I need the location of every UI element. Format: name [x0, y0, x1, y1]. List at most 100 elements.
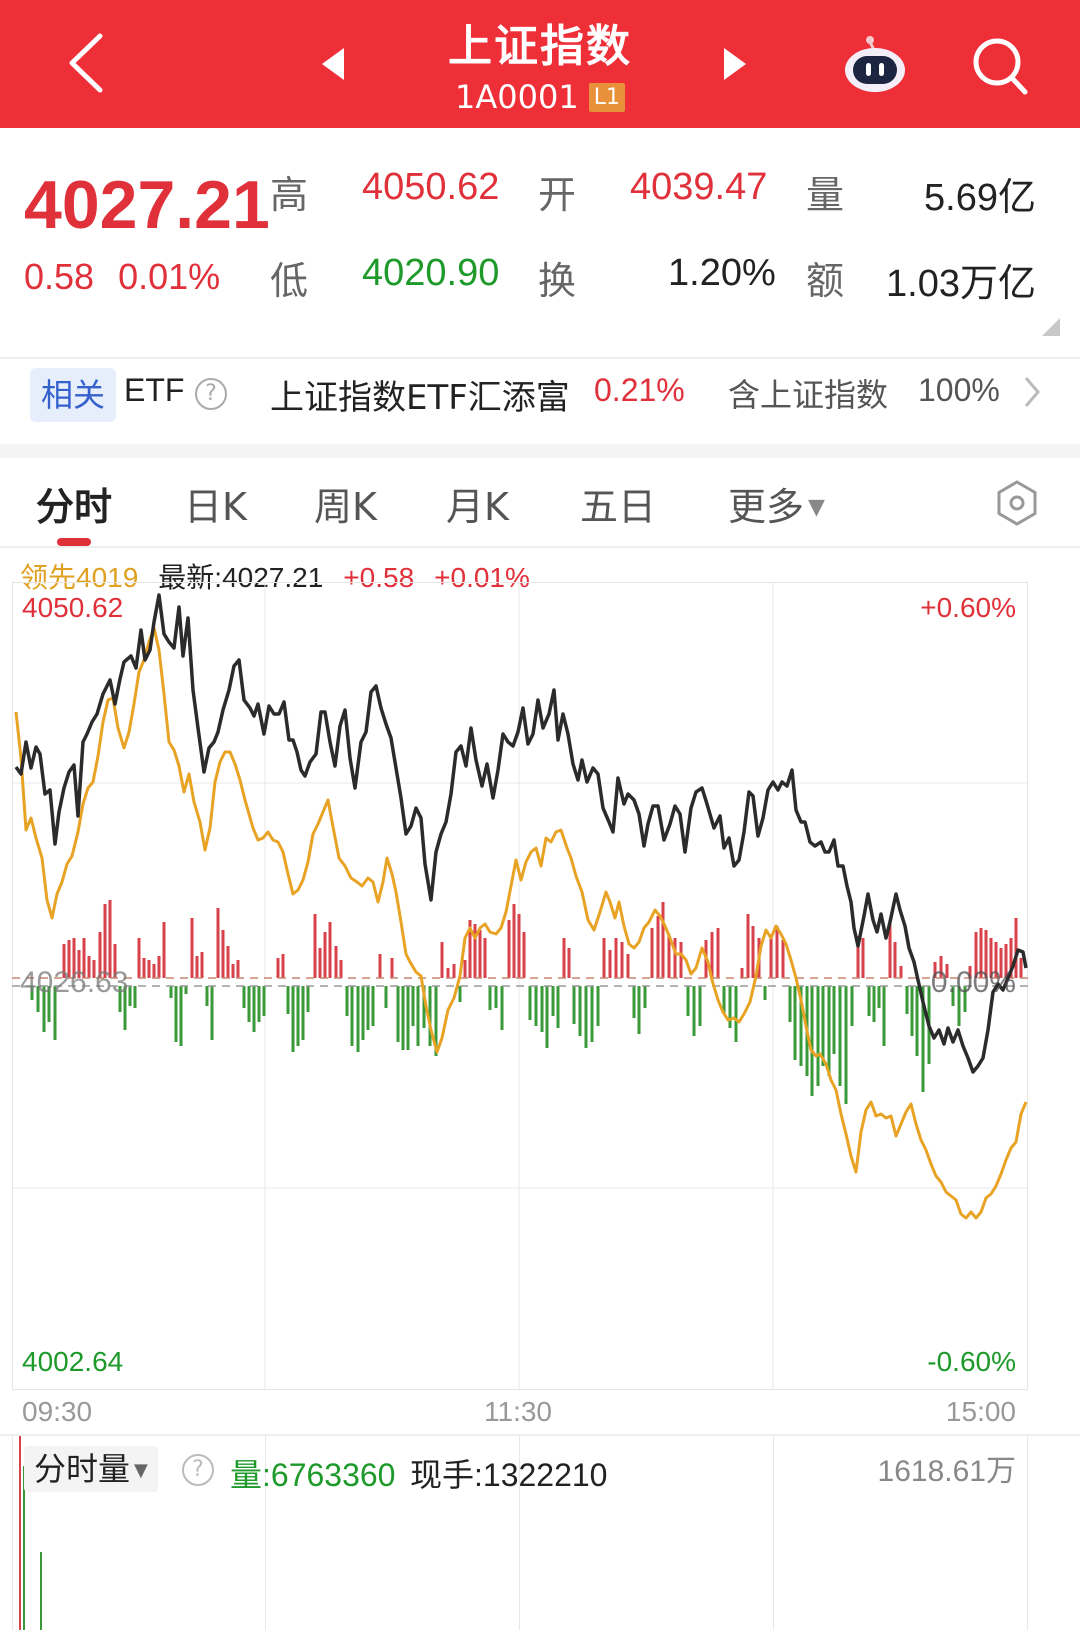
- down-bar: [169, 986, 173, 998]
- up-bar: [318, 948, 322, 978]
- time-tick-open: 09:30: [22, 1396, 93, 1427]
- up-bar: [200, 952, 204, 978]
- up-bar: [979, 928, 983, 978]
- up-bar: [562, 938, 566, 978]
- related-etf-row[interactable]: 相关 ETF ? 上证指数ETF汇添富 0.21% 含上证指数 100%: [0, 360, 1080, 444]
- volume-max-label: 1618.61万: [877, 1455, 1016, 1488]
- divider: [0, 357, 1080, 359]
- down-bar: [53, 986, 57, 1040]
- down-bar: [416, 986, 420, 1046]
- down-bar: [556, 986, 560, 1028]
- down-bar: [810, 986, 814, 1096]
- up-bar: [1014, 918, 1018, 978]
- grid-line: [1027, 1436, 1028, 1630]
- tab-weekly-k[interactable]: 周K: [314, 485, 377, 529]
- volume-indicator-selector[interactable]: 分时量 ▼: [24, 1446, 158, 1492]
- down-bar: [184, 986, 188, 994]
- down-bar: [793, 986, 797, 1060]
- chart-period-tabs: 分时 日K 周K 月K 五日 更多 ▼: [0, 458, 1080, 548]
- down-bar: [698, 986, 702, 1026]
- down-bar: [872, 986, 876, 1022]
- up-bar: [87, 956, 91, 978]
- up-bar: [740, 968, 744, 978]
- down-bar: [500, 986, 504, 1030]
- up-bar: [147, 960, 151, 978]
- price-change: 0.58 0.01%: [24, 256, 220, 298]
- down-bar: [133, 986, 137, 1008]
- up-bar: [190, 918, 194, 978]
- up-bar: [769, 934, 773, 978]
- down-bar: [877, 986, 881, 1008]
- up-bar: [92, 960, 96, 978]
- down-bar: [905, 986, 909, 1014]
- level-badge: L1: [588, 83, 625, 112]
- active-tab-indicator: [57, 538, 91, 546]
- tab-more-label: 更多: [728, 485, 805, 529]
- down-bar: [286, 986, 290, 1014]
- down-bar: [30, 986, 34, 1000]
- down-bar: [584, 986, 588, 1048]
- related-tag: 相关: [30, 368, 116, 422]
- down-bar: [210, 986, 214, 1040]
- tab-more[interactable]: 更多 ▼: [728, 476, 825, 531]
- back-arrow-icon[interactable]: [62, 32, 112, 94]
- chart-canvas: [12, 582, 1028, 1390]
- down-bar: [371, 986, 375, 1026]
- help-icon[interactable]: ?: [195, 378, 227, 410]
- up-bar: [328, 922, 332, 978]
- down-bar: [867, 986, 871, 1016]
- down-bar: [179, 986, 183, 1046]
- up-bar: [999, 948, 1003, 978]
- time-tick-close: 15:00: [945, 1396, 1016, 1427]
- grid-line: [519, 1436, 520, 1630]
- down-bar: [686, 986, 690, 1016]
- tab-daily-k[interactable]: 日K: [184, 485, 247, 529]
- down-bar: [910, 986, 914, 1036]
- down-bar: [572, 986, 576, 1024]
- down-bar: [361, 986, 365, 1040]
- up-bar: [746, 914, 750, 978]
- search-icon[interactable]: [970, 36, 1030, 96]
- expand-corner-icon[interactable]: [1042, 318, 1060, 336]
- up-bar: [893, 942, 897, 978]
- next-stock-icon[interactable]: [722, 48, 746, 80]
- volume-total: 量:6763360: [230, 1457, 396, 1493]
- up-bar: [974, 932, 978, 978]
- down-bar: [578, 986, 582, 1036]
- chart-settings-icon[interactable]: [994, 480, 1040, 526]
- time-tick-midday: 11:30: [484, 1396, 552, 1427]
- previous-stock-icon[interactable]: [322, 48, 346, 80]
- volume-diff-bars: [30, 900, 1023, 1104]
- y-axis-max-percent: +0.60%: [920, 592, 1016, 623]
- intraday-chart[interactable]: 4050.62 +0.60% 4026.63 0.00% 4002.64 -0.…: [12, 582, 1028, 1390]
- chevron-right-icon[interactable]: [1018, 374, 1046, 410]
- up-bar: [567, 948, 571, 978]
- up-bar: [236, 960, 240, 978]
- down-bar: [396, 986, 400, 1042]
- ai-assistant-robot-icon[interactable]: [842, 34, 908, 94]
- up-bar: [781, 940, 785, 978]
- down-bar: [36, 986, 40, 1012]
- y-axis-mid-percent: 0.00%: [930, 966, 1016, 999]
- etf-label: ETF: [124, 372, 185, 408]
- tab-monthly-k[interactable]: 月K: [446, 485, 509, 529]
- volume-help-icon[interactable]: ?: [182, 1454, 214, 1486]
- stock-code: 1A0001 L1: [0, 78, 1080, 116]
- up-bar: [378, 954, 382, 978]
- down-bar: [356, 986, 360, 1052]
- change-value: 0.58: [24, 256, 95, 297]
- up-bar: [899, 966, 903, 978]
- down-bar: [844, 986, 848, 1104]
- down-bar: [788, 986, 792, 1022]
- down-bar: [494, 986, 498, 1008]
- high-value: 4050.62: [362, 166, 500, 208]
- up-bar: [452, 964, 456, 978]
- up-bar: [67, 940, 71, 978]
- tab-intraday[interactable]: 分时: [36, 485, 113, 529]
- up-bar: [113, 944, 117, 978]
- etf-change-percent: 0.21%: [594, 372, 685, 408]
- tab-five-day[interactable]: 五日: [580, 485, 657, 529]
- down-bar: [257, 986, 261, 1022]
- etf-name[interactable]: 上证指数ETF汇添富: [270, 378, 570, 418]
- down-bar: [722, 986, 726, 1014]
